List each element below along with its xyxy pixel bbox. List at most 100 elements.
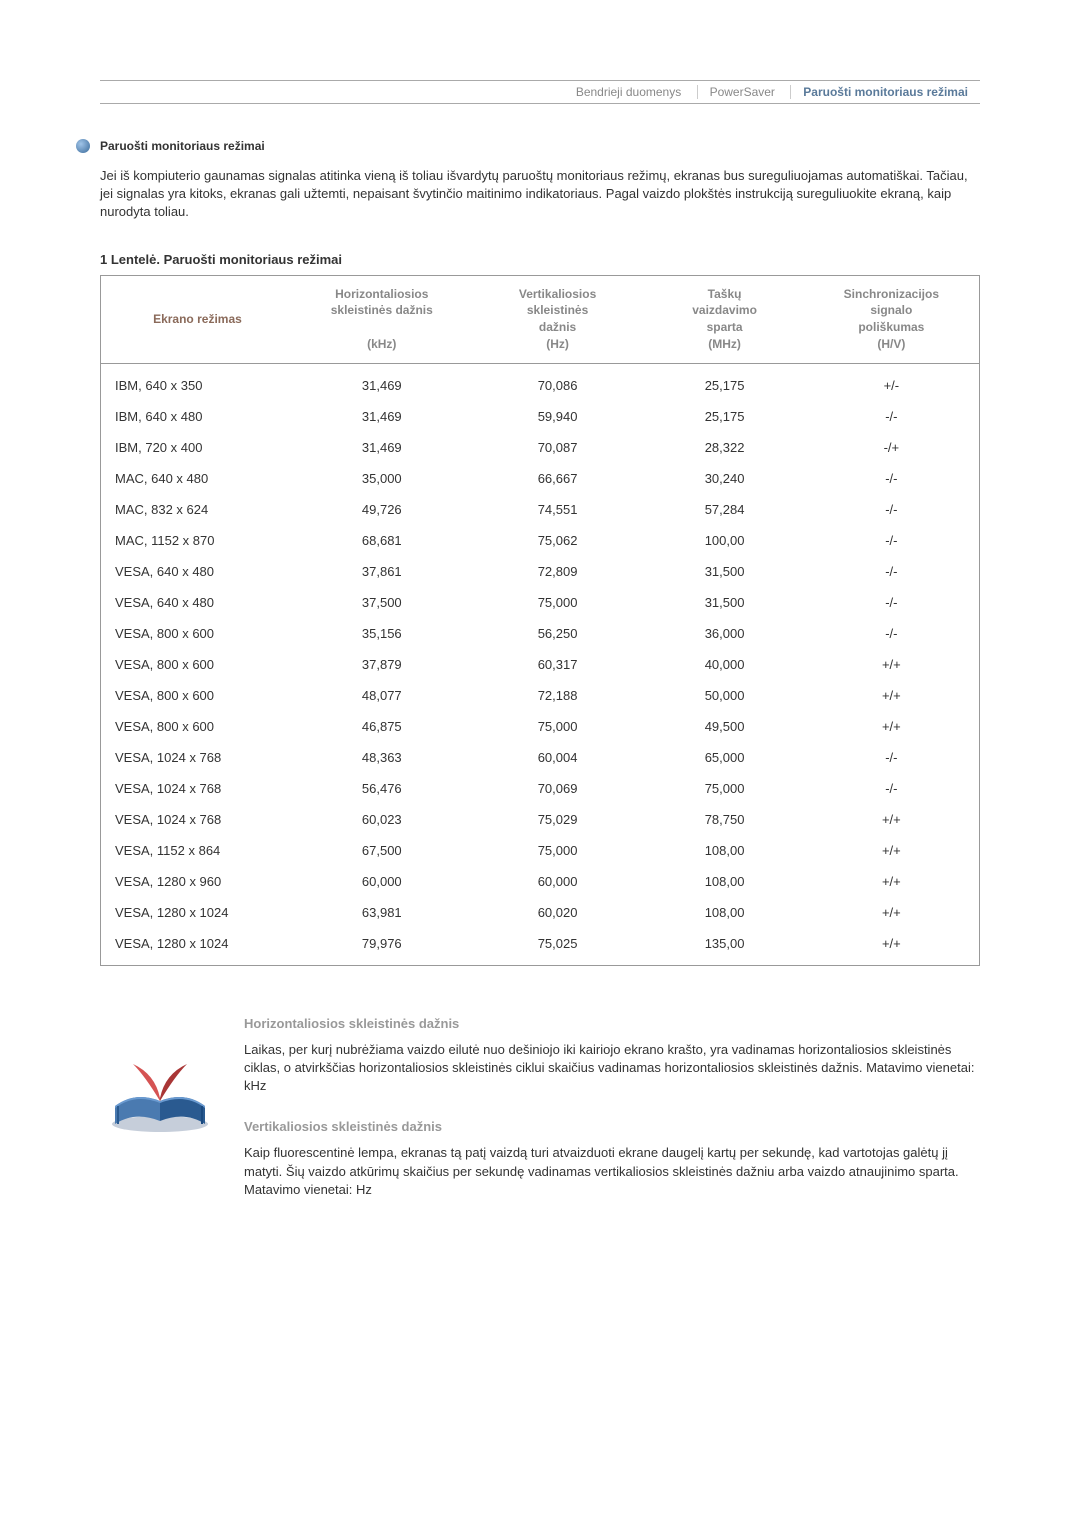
cell-value: 60,023 [294,804,470,835]
table-title: 1 Lentelė. Paruošti monitoriaus režimai [100,252,980,267]
cell-value: 75,029 [470,804,646,835]
cell-mode: MAC, 640 x 480 [101,463,294,494]
cell-mode: IBM, 640 x 350 [101,363,294,401]
cell-value: 75,000 [470,711,646,742]
col-pixelclock: Taškųvaizdavimosparta(MHz) [645,275,803,363]
table-row: VESA, 800 x 60035,15656,25036,000-/- [101,618,980,649]
table-row: VESA, 1280 x 102479,97675,025135,00+/+ [101,928,980,966]
cell-mode: VESA, 800 x 600 [101,618,294,649]
table-row: VESA, 640 x 48037,50075,00031,500-/- [101,587,980,618]
cell-mode: VESA, 1024 x 768 [101,804,294,835]
cell-value: 72,809 [470,556,646,587]
table-row: VESA, 1152 x 86467,50075,000108,00+/+ [101,835,980,866]
cell-value: -/- [804,525,980,556]
cell-value: 37,879 [294,649,470,680]
cell-value: 70,087 [470,432,646,463]
table-row: MAC, 640 x 48035,00066,66730,240-/- [101,463,980,494]
cell-mode: IBM, 640 x 480 [101,401,294,432]
cell-value: 31,469 [294,401,470,432]
intro-paragraph: Jei iš kompiuterio gaunamas signalas ati… [100,167,980,222]
cell-value: 75,062 [470,525,646,556]
cell-value: 60,004 [470,742,646,773]
nav-tab-powersaver[interactable]: PowerSaver [697,85,787,99]
cell-mode: VESA, 800 x 600 [101,711,294,742]
nav-tab-general[interactable]: Bendrieji duomenys [564,85,693,99]
cell-mode: VESA, 1280 x 1024 [101,897,294,928]
cell-value: 31,500 [645,587,803,618]
cell-value: 135,00 [645,928,803,966]
cell-value: 75,000 [470,587,646,618]
definitions-text: Horizontaliosios skleistinės dažnis Laik… [244,1016,980,1223]
preset-modes-table: Ekrano režimas Horizontaliosiosskleistin… [100,275,980,966]
cell-value: 70,086 [470,363,646,401]
cell-value: 37,861 [294,556,470,587]
cell-value: 75,025 [470,928,646,966]
cell-value: +/+ [804,804,980,835]
cell-value: +/+ [804,897,980,928]
cell-value: 30,240 [645,463,803,494]
cell-mode: VESA, 800 x 600 [101,680,294,711]
cell-value: 40,000 [645,649,803,680]
table-row: MAC, 1152 x 87068,68175,062100,00-/- [101,525,980,556]
table-row: VESA, 1024 x 76856,47670,06975,000-/- [101,773,980,804]
cell-value: 35,000 [294,463,470,494]
cell-value: 75,000 [470,835,646,866]
cell-value: 60,000 [470,866,646,897]
cell-value: +/+ [804,711,980,742]
cell-value: 65,000 [645,742,803,773]
cell-value: 49,726 [294,494,470,525]
def-body-vfreq: Kaip fluorescentinė lempa, ekranas tą pa… [244,1144,980,1199]
cell-value: -/- [804,401,980,432]
table-header-row: Ekrano režimas Horizontaliosiosskleistin… [101,275,980,363]
cell-mode: VESA, 800 x 600 [101,649,294,680]
bullet-icon [76,139,90,153]
nav-tab-preset-modes[interactable]: Paruošti monitoriaus režimai [790,85,980,99]
cell-mode: VESA, 1280 x 960 [101,866,294,897]
cell-value: -/- [804,463,980,494]
cell-value: -/+ [804,432,980,463]
cell-value: 108,00 [645,866,803,897]
cell-value: 68,681 [294,525,470,556]
cell-value: 63,981 [294,897,470,928]
table-row: VESA, 640 x 48037,86172,80931,500-/- [101,556,980,587]
cell-value: -/- [804,556,980,587]
cell-value: 72,188 [470,680,646,711]
cell-value: 74,551 [470,494,646,525]
cell-mode: MAC, 832 x 624 [101,494,294,525]
cell-value: 31,500 [645,556,803,587]
cell-value: -/- [804,618,980,649]
table-row: VESA, 1024 x 76860,02375,02978,750+/+ [101,804,980,835]
table-row: VESA, 1280 x 102463,98160,020108,00+/+ [101,897,980,928]
cell-value: 79,976 [294,928,470,966]
table-row: MAC, 832 x 62449,72674,55157,284-/- [101,494,980,525]
col-mode: Ekrano režimas [101,275,294,363]
cell-mode: VESA, 1280 x 1024 [101,928,294,966]
cell-value: 78,750 [645,804,803,835]
cell-value: +/- [804,363,980,401]
cell-value: 48,077 [294,680,470,711]
section-title: Paruošti monitoriaus režimai [100,139,265,153]
table-row: VESA, 800 x 60037,87960,31740,000+/+ [101,649,980,680]
cell-value: 49,500 [645,711,803,742]
cell-value: 37,500 [294,587,470,618]
cell-mode: VESA, 640 x 480 [101,587,294,618]
table-row: VESA, 1024 x 76848,36360,00465,000-/- [101,742,980,773]
def-body-hfreq: Laikas, per kurį nubrėžiama vaizdo eilut… [244,1041,980,1096]
cell-value: -/- [804,587,980,618]
table-row: VESA, 800 x 60046,87575,00049,500+/+ [101,711,980,742]
cell-mode: VESA, 1152 x 864 [101,835,294,866]
cell-value: 60,000 [294,866,470,897]
cell-value: 57,284 [645,494,803,525]
table-row: IBM, 640 x 48031,46959,94025,175-/- [101,401,980,432]
cell-value: +/+ [804,928,980,966]
col-vfreq: Vertikaliosiosskleistinėsdažnis(Hz) [470,275,646,363]
nav-tabs: Bendrieji duomenys PowerSaver Paruošti m… [100,80,980,104]
cell-value: 25,175 [645,363,803,401]
cell-value: 31,469 [294,363,470,401]
cell-value: 31,469 [294,432,470,463]
cell-value: +/+ [804,680,980,711]
cell-value: 46,875 [294,711,470,742]
book-icon [100,1016,220,1223]
cell-value: -/- [804,742,980,773]
cell-value: 36,000 [645,618,803,649]
